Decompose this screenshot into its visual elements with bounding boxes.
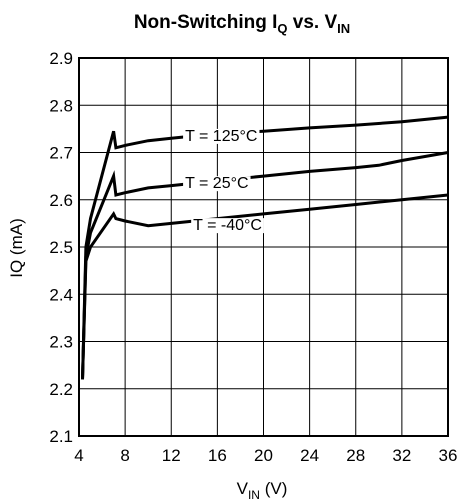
- series-label: T = -40°C: [193, 217, 262, 234]
- series-line: [83, 195, 449, 379]
- x-tick-label: 20: [254, 446, 273, 465]
- tick-labels: 4 8 12 16 20 24 28 32 36 2.1 2.2 2.3 2.4 2.5 2.6 2.7 2.8…: [49, 49, 457, 465]
- y-tick-label: 2.3: [49, 333, 73, 352]
- y-tick-label: 2.6: [49, 191, 73, 210]
- series-line: [83, 117, 449, 379]
- x-tick-label: 32: [392, 446, 411, 465]
- x-tick-label: 16: [208, 446, 227, 465]
- x-tick-label: 4: [74, 446, 83, 465]
- y-tick-label: 2.1: [49, 427, 73, 446]
- y-tick-label: 2.5: [49, 238, 73, 257]
- x-axis-label: VIN (V): [237, 479, 288, 502]
- chart-title: Non-Switching IQ vs. VIN: [134, 12, 350, 36]
- grid: [79, 58, 448, 436]
- series-label: T = 25°C: [185, 175, 248, 192]
- y-axis-label: IQ (mA): [7, 218, 26, 278]
- series-lines: [83, 117, 449, 379]
- x-tick-label: 36: [439, 446, 458, 465]
- series-label: T = 125°C: [185, 128, 257, 145]
- y-tick-label: 2.7: [49, 144, 73, 163]
- series-line: [83, 153, 449, 380]
- y-tick-label: 2.2: [49, 380, 73, 399]
- y-tick-label: 2.4: [49, 285, 73, 304]
- y-tick-label: 2.8: [49, 96, 73, 115]
- series-labels: T = 125°C T = 25°C T = -40°C: [183, 128, 264, 234]
- y-tick-label: 2.9: [49, 49, 73, 68]
- x-tick-label: 12: [162, 446, 181, 465]
- x-tick-label: 24: [300, 446, 319, 465]
- x-tick-label: 8: [120, 446, 129, 465]
- x-tick-label: 28: [346, 446, 365, 465]
